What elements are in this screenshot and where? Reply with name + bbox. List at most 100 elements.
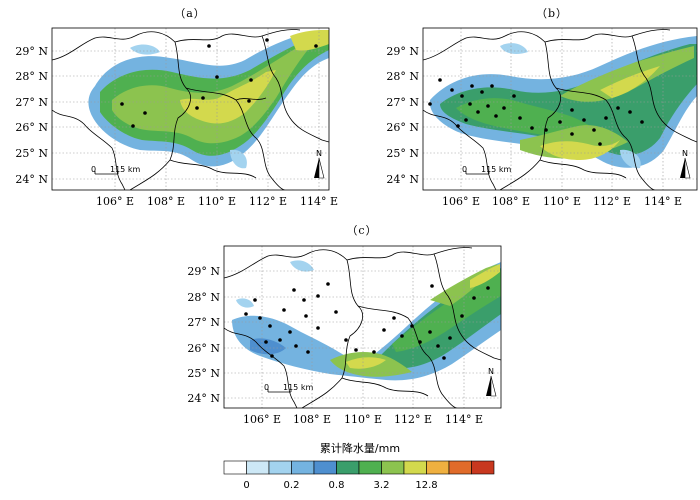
precip-area [392,270,501,352]
lon-label: 108° E [293,413,331,426]
station-marker [372,350,376,354]
panel-c: （c） [187,224,502,426]
panel-b: （b） [386,7,698,208]
lon-label: 110° E [198,195,236,208]
lat-label: 29° N [15,45,48,58]
station-marker [490,84,494,88]
north-arrow-icon [680,157,691,179]
legend-swatches [223,460,495,475]
station-marker [264,340,268,344]
precip-area [560,46,694,102]
station-marker [570,132,574,136]
lon-label: 106° E [442,195,480,208]
station-marker [436,344,440,348]
lat-label: 26° N [187,342,220,355]
lon-label: 110° E [543,195,581,208]
station-marker [442,356,446,360]
station-marker [292,288,296,292]
scale-zero-label: 0 [264,383,269,392]
station-marker [344,338,348,342]
station-marker [544,128,548,132]
precip-area [112,40,316,144]
scale-distance-label: 115 km [110,165,140,174]
precip-area [346,357,386,369]
legend-swatch [358,460,382,475]
station-marker [278,338,282,342]
station-marker [120,102,124,106]
precip-area [470,264,500,288]
lon-label: 114° E [445,413,483,426]
station-marker [472,296,476,300]
legend-swatch [291,460,315,475]
panel-c-frame [223,245,502,409]
station-marker [382,328,386,332]
legend-swatch [268,460,292,475]
station-marker [334,310,338,314]
station-marker [518,116,522,120]
station-marker [288,330,292,334]
station-marker [464,118,468,122]
legend-swatch [223,460,247,475]
station-marker [249,78,253,82]
legend-ticks: 0 0.2 0.8 3.2 12.8 [243,480,437,491]
north-label: N [316,149,322,158]
lat-label: 28° N [15,70,48,83]
scale-distance-label: 115 km [283,383,313,392]
station-marker [268,324,272,328]
scale-zero-label: 0 [91,165,96,174]
colorbar-legend: 累计降水量/mm 0 0.2 0.8 3.2 12.8 [223,441,495,491]
station-marker [244,312,248,316]
station-marker [253,298,257,302]
station-marker [428,330,432,334]
lat-label: 29° N [386,45,419,58]
station-marker [448,336,452,340]
station-marker [480,90,484,94]
station-marker [558,120,562,124]
station-marker [502,106,506,110]
precip-area [236,298,254,308]
station-marker [247,99,251,103]
station-marker [195,106,199,110]
station-marker [131,124,135,128]
station-marker [270,354,274,358]
station-marker [400,334,404,338]
precip-area [600,66,660,98]
station-marker [486,286,490,290]
precip-area [180,70,276,124]
lon-label: 106° E [96,195,134,208]
precip-area [540,140,620,160]
precip-area [290,260,314,272]
station-marker [265,38,269,42]
north-arrow-icon [486,375,497,397]
station-marker [582,118,586,122]
station-marker [628,110,632,114]
legend-swatch [448,460,472,475]
panel-b-map: 0 115 km N [423,28,697,190]
station-marker [258,316,262,320]
station-marker [215,75,219,79]
panel-c-map: 0 115 km N [224,246,501,408]
station-marker [470,84,474,88]
station-marker [640,120,644,124]
panel-a: （a） [15,7,338,208]
lon-label: 112° E [394,413,432,426]
station-marker [306,350,310,354]
station-marker [486,104,490,108]
station-marker [428,102,432,106]
legend-tick-label: 3.2 [374,480,390,491]
lat-label: 26° N [15,121,48,134]
lon-label: 106° E [243,413,281,426]
scale-distance-label: 115 km [481,165,511,174]
lat-label: 27° N [386,96,419,109]
lat-label: 24° N [15,173,48,186]
north-label: N [488,367,494,376]
station-marker [354,348,358,352]
legend-title: 累计降水量/mm [320,441,400,455]
lon-label: 110° E [344,413,382,426]
station-marker [316,326,320,330]
station-marker [143,111,147,115]
station-marker [460,94,464,98]
station-marker [530,126,534,130]
lat-label: 24° N [187,392,220,405]
